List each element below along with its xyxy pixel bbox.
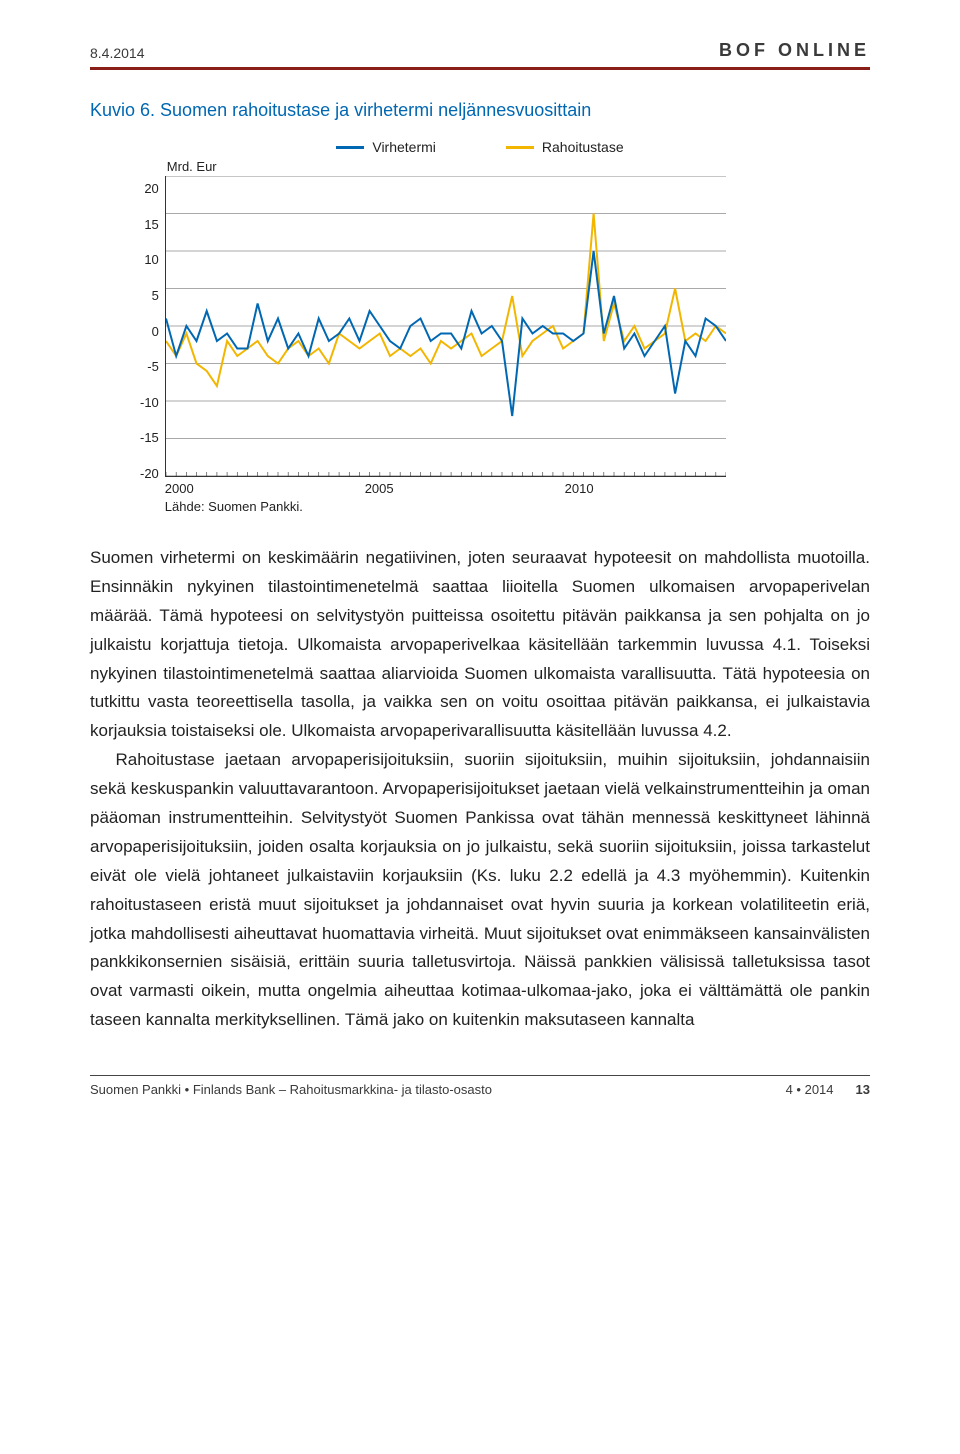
y-tick-label: 0 — [152, 324, 159, 339]
y-axis-labels: 20 15 10 5 0 -5 -10 -15 -20 — [140, 181, 165, 481]
footer: Suomen Pankki • Finlands Bank – Rahoitus… — [90, 1082, 870, 1097]
y-tick-label: -20 — [140, 466, 159, 481]
footer-rule — [90, 1075, 870, 1076]
legend: Virhetermi Rahoitustase — [180, 139, 780, 155]
legend-swatch — [506, 146, 534, 149]
x-tick-label: 2010 — [565, 481, 594, 496]
chart-source: Lähde: Suomen Pankki. — [165, 499, 726, 514]
legend-label: Virhetermi — [372, 139, 436, 155]
page: 8.4.2014 BOF ONLINE Kuvio 6. Suomen raho… — [0, 0, 960, 1137]
footer-issue: 4 • 2014 — [786, 1082, 834, 1097]
paragraph: Rahoitustase jaetaan arvopaperisijoituks… — [90, 746, 870, 1035]
footer-left: Suomen Pankki • Finlands Bank – Rahoitus… — [90, 1082, 492, 1097]
y-tick-label: 20 — [144, 181, 158, 196]
chart-row: 20 15 10 5 0 -5 -10 -15 -20 Mrd. Eur 2000 2005 201… — [140, 159, 780, 514]
plot-area — [165, 176, 726, 477]
y-unit: Mrd. Eur — [167, 159, 726, 174]
y-tick-label: -15 — [140, 430, 159, 445]
chart-col: Mrd. Eur 2000 2005 2010 Lähde: Suomen Pank… — [165, 159, 726, 514]
legend-label: Rahoitustase — [542, 139, 624, 155]
chart: Virhetermi Rahoitustase 20 15 10 5 0 -5 -10 -15… — [140, 139, 780, 514]
x-axis-labels: 2000 2005 2010 — [165, 481, 725, 497]
y-tick-label: -5 — [147, 359, 159, 374]
y-tick-label: 10 — [144, 252, 158, 267]
legend-swatch — [336, 146, 364, 149]
body-text: Suomen virhetermi on keskimäärin negatii… — [90, 544, 870, 1035]
x-tick-label: 2005 — [365, 481, 394, 496]
y-tick-label: -10 — [140, 395, 159, 410]
legend-item-rahoitustase: Rahoitustase — [506, 139, 624, 155]
header-row: 8.4.2014 BOF ONLINE — [90, 40, 870, 61]
y-tick-label: 5 — [152, 288, 159, 303]
header-date: 8.4.2014 — [90, 45, 145, 61]
x-tick-label: 2000 — [165, 481, 194, 496]
paragraph: Suomen virhetermi on keskimäärin negatii… — [90, 544, 870, 746]
y-tick-label: 15 — [144, 217, 158, 232]
footer-page: 13 — [856, 1082, 870, 1097]
header-brand: BOF ONLINE — [719, 40, 870, 61]
figure-title: Kuvio 6. Suomen rahoitustase ja virheter… — [90, 100, 870, 121]
header-rule — [90, 67, 870, 70]
footer-right: 4 • 2014 13 — [786, 1082, 870, 1097]
legend-item-virhetermi: Virhetermi — [336, 139, 436, 155]
